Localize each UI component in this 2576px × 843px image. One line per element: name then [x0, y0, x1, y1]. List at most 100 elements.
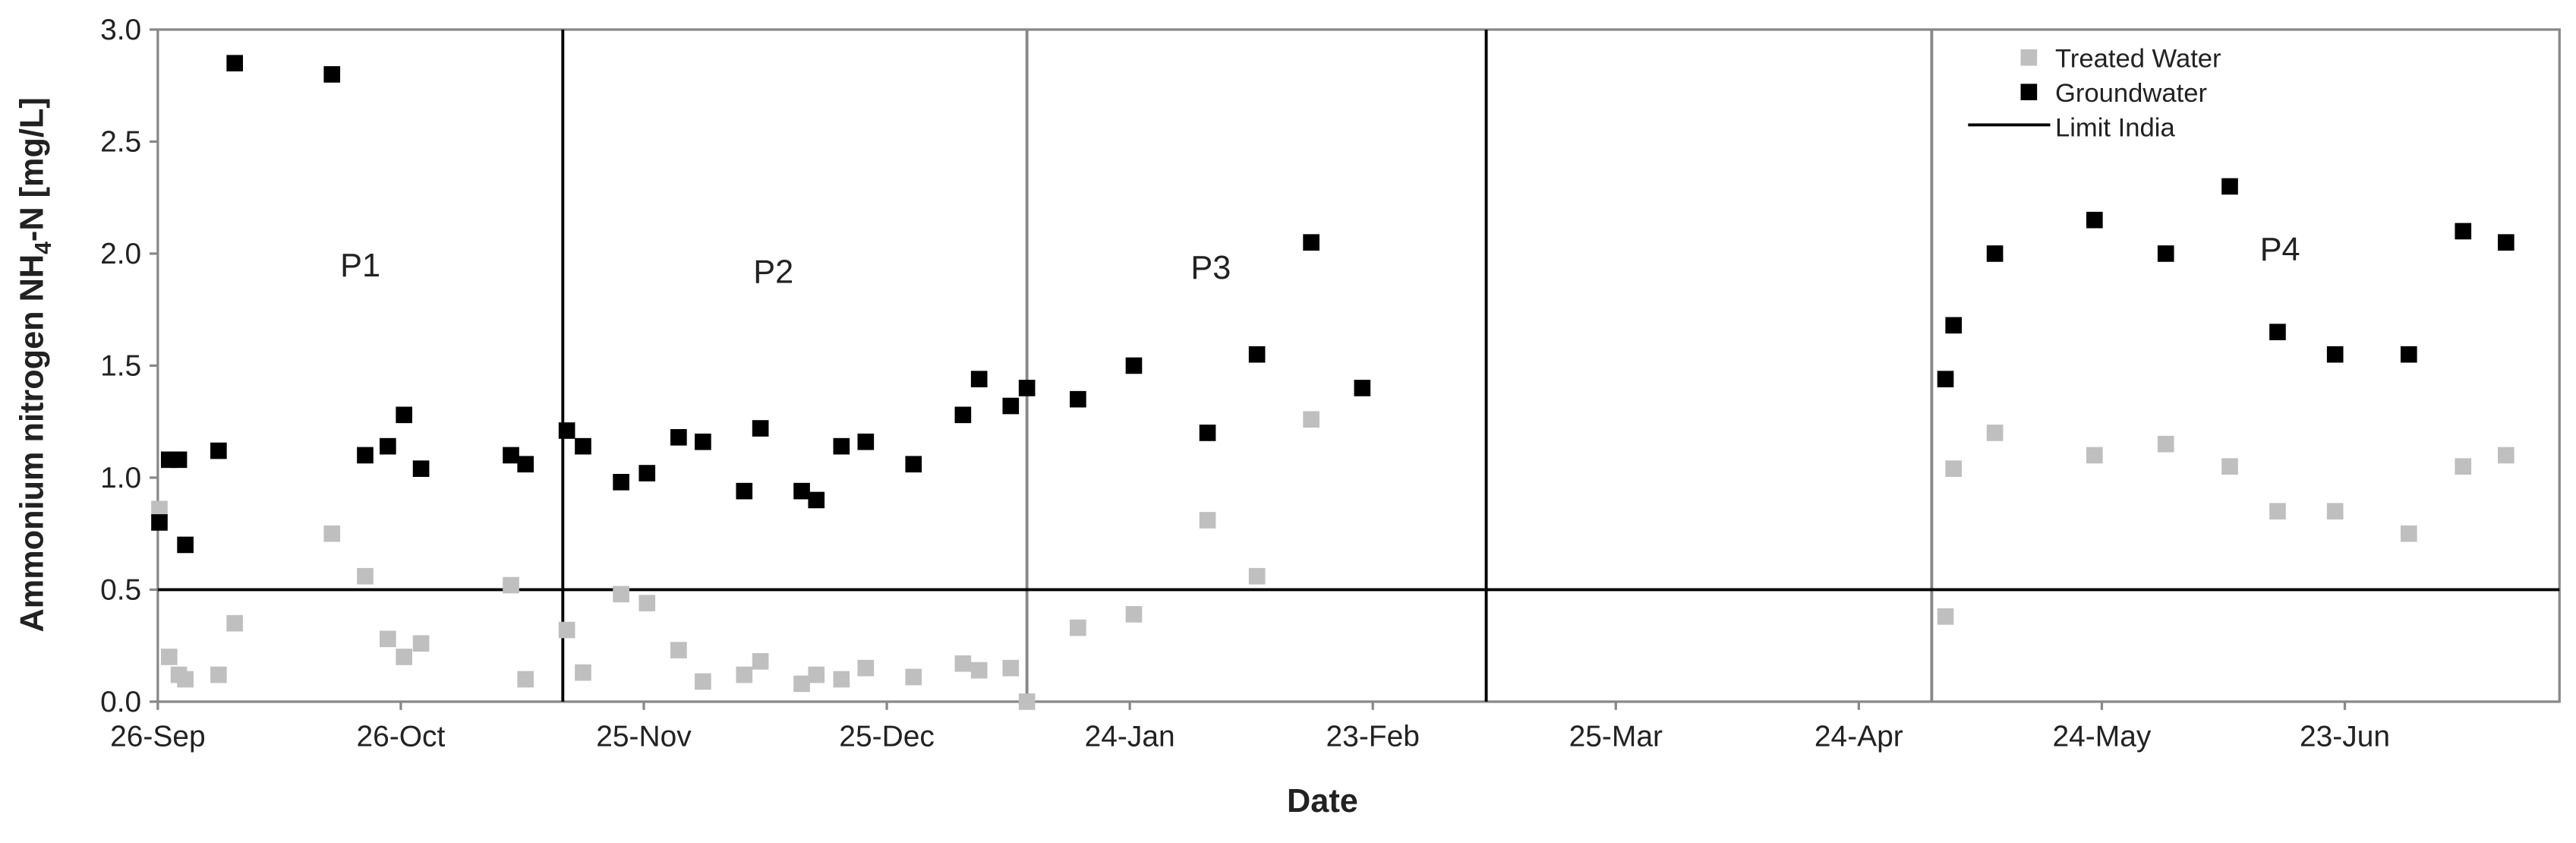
data-point	[2157, 245, 2174, 262]
legend-label: Treated Water	[2055, 45, 2221, 74]
y-tick-label: 2.0	[100, 238, 141, 270]
data-point	[2221, 178, 2238, 195]
data-point	[857, 659, 875, 677]
data-point	[1303, 411, 1320, 428]
data-point	[210, 666, 227, 684]
data-point	[2221, 458, 2238, 475]
y-tick-label: 2.5	[100, 125, 141, 158]
data-point	[2326, 346, 2344, 363]
data-point	[833, 671, 850, 688]
x-tick-label: 24-May	[2053, 720, 2152, 753]
data-point	[970, 661, 988, 679]
data-point	[970, 371, 988, 387]
data-point	[1018, 380, 1036, 396]
data-point	[1303, 234, 1320, 251]
data-point	[752, 420, 769, 437]
data-point	[412, 460, 430, 477]
x-axis-title: Date	[1287, 783, 1358, 819]
period-label: P2	[753, 254, 793, 291]
data-point	[954, 406, 972, 424]
data-point	[357, 567, 374, 585]
data-point	[857, 433, 875, 450]
data-point	[833, 437, 850, 455]
data-point	[670, 429, 687, 446]
data-point	[1125, 357, 1143, 374]
data-point	[1945, 317, 1963, 334]
data-point	[2269, 324, 2286, 341]
y-axis-title-part: -N [mg/L]	[14, 97, 50, 242]
y-tick-label: 1.5	[100, 349, 141, 382]
data-point	[793, 675, 810, 693]
data-point	[1070, 619, 1086, 636]
data-point	[613, 474, 629, 491]
data-point	[177, 671, 194, 688]
data-point	[1937, 608, 1954, 625]
x-tick-label: 23-Jun	[2300, 720, 2390, 753]
legend-marker	[2020, 84, 2038, 100]
data-point	[323, 525, 341, 542]
x-tick-label: 24-Jan	[1085, 720, 1175, 753]
data-point	[396, 649, 413, 665]
data-point	[575, 664, 591, 681]
data-point	[1248, 346, 1266, 363]
period-label: P4	[2260, 232, 2300, 268]
data-point	[695, 433, 711, 450]
data-point	[503, 447, 519, 464]
data-point	[177, 536, 194, 554]
data-point	[170, 451, 188, 469]
data-point	[1986, 245, 2004, 262]
data-point	[2455, 223, 2472, 240]
data-point	[412, 635, 430, 652]
data-point	[1986, 425, 2004, 441]
x-tick-label: 26-Oct	[356, 720, 445, 753]
x-tick-label: 25-Mar	[1569, 720, 1663, 753]
data-point	[1199, 425, 1216, 441]
data-point	[396, 406, 413, 424]
data-point	[1354, 380, 1371, 396]
legend-label: Limit India	[2055, 114, 2175, 143]
x-tick-label: 24-Apr	[1815, 720, 1903, 753]
data-point	[558, 422, 575, 439]
x-tick-label: 25-Dec	[839, 720, 935, 753]
y-tick-label: 3.0	[100, 14, 141, 46]
data-point	[558, 621, 575, 639]
data-point	[638, 595, 656, 611]
plot-frame	[156, 28, 2561, 703]
data-point	[1018, 693, 1036, 710]
y-tick-label: 0.0	[100, 686, 141, 718]
y-tick-label: 0.5	[100, 573, 141, 606]
data-point	[2086, 447, 2103, 464]
legend-label: Groundwater	[2055, 79, 2207, 108]
data-point	[226, 55, 244, 72]
data-point	[1002, 397, 1020, 415]
data-point	[2498, 447, 2515, 464]
data-point	[1002, 659, 1020, 677]
data-point	[2086, 211, 2103, 229]
data-point	[323, 66, 341, 83]
data-point	[517, 671, 534, 688]
data-point	[503, 576, 519, 594]
data-point	[160, 649, 178, 665]
data-point	[752, 653, 769, 670]
y-axis-title-part: Ammonium nitrogen NH	[14, 254, 50, 633]
data-point	[380, 437, 396, 455]
data-point	[905, 668, 922, 686]
legend-marker	[2020, 49, 2038, 66]
y-axis-title-subscript: 4	[31, 242, 56, 254]
period-label: P3	[1190, 250, 1231, 286]
data-point	[808, 666, 825, 684]
data-point	[1937, 371, 1954, 387]
x-tick-label: 25-Nov	[596, 720, 692, 753]
data-point	[357, 447, 374, 464]
data-point	[575, 437, 591, 455]
data-point	[2498, 234, 2515, 251]
data-point	[736, 482, 753, 500]
data-point	[1070, 390, 1086, 408]
data-point	[380, 630, 396, 648]
data-point	[2157, 435, 2174, 453]
data-point	[1199, 512, 1216, 529]
data-point	[2326, 503, 2344, 519]
data-point	[613, 586, 629, 603]
